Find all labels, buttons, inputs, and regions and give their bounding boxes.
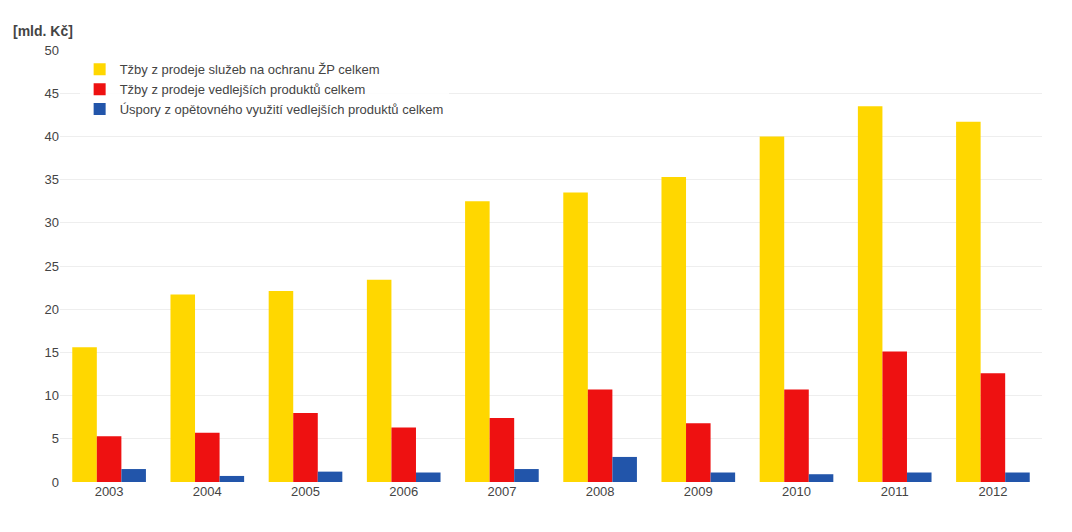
- svg-text:Úspory z opětovného využití ve: Úspory z opětovného využití vedlejších p…: [120, 102, 444, 117]
- svg-text:2009: 2009: [684, 484, 713, 499]
- svg-text:2003: 2003: [95, 484, 124, 499]
- svg-text:0: 0: [52, 475, 59, 490]
- svg-text:10: 10: [45, 388, 59, 403]
- svg-text:40: 40: [45, 129, 59, 144]
- svg-text:2011: 2011: [881, 484, 909, 499]
- svg-text:2005: 2005: [291, 484, 320, 499]
- svg-text:15: 15: [45, 345, 59, 360]
- svg-text:20: 20: [45, 302, 59, 317]
- svg-text:2008: 2008: [586, 484, 615, 499]
- svg-text:50: 50: [45, 43, 59, 58]
- svg-text:30: 30: [45, 215, 59, 230]
- svg-text:2007: 2007: [487, 484, 516, 499]
- svg-text:2010: 2010: [782, 484, 811, 499]
- svg-text:35: 35: [45, 172, 59, 187]
- svg-text:2006: 2006: [389, 484, 418, 499]
- svg-text:2012: 2012: [978, 484, 1007, 499]
- svg-text:5: 5: [52, 431, 59, 446]
- svg-text:Tžby z prodeje služeb na ochra: Tžby z prodeje služeb na ochranu ŽP celk…: [120, 62, 380, 77]
- svg-text:2004: 2004: [193, 484, 222, 499]
- svg-text:45: 45: [45, 86, 59, 101]
- svg-text:Tžby z prodeje vedlejších prod: Tžby z prodeje vedlejších produktů celke…: [120, 82, 366, 97]
- svg-text:[mld. Kč]: [mld. Kč]: [13, 23, 73, 39]
- svg-text:25: 25: [45, 259, 59, 274]
